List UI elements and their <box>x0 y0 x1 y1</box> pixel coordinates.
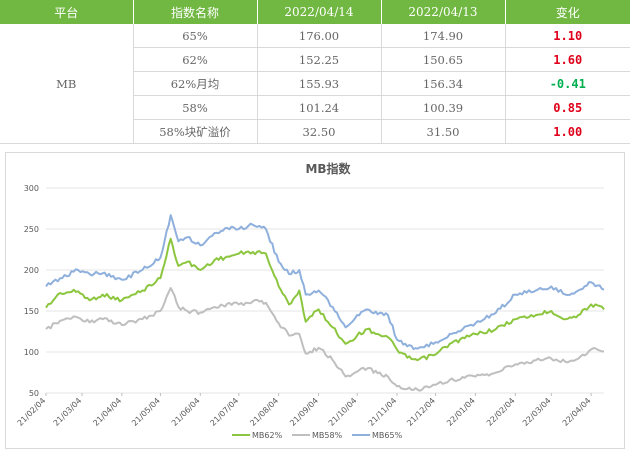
value-date1-cell: 152.25 <box>256 47 382 72</box>
table-row: 62% 152.25 150.65 1.60 <box>0 47 630 72</box>
series-lines <box>45 214 605 392</box>
header-index-name: 指数名称 <box>133 0 258 24</box>
index-name-cell: 62% <box>132 47 258 72</box>
x-tick-label: 22/02/04 <box>485 396 517 428</box>
y-tick-label: 50 <box>29 389 39 398</box>
index-name-cell: 65% <box>132 24 258 48</box>
series-line-mb58pct <box>45 287 605 392</box>
x-tick-label: 22/03/04 <box>521 396 553 428</box>
x-tick-label: 21/03/04 <box>52 396 84 428</box>
index-name-cell: 58% <box>132 95 258 120</box>
value-date2-cell: 31.50 <box>380 119 506 144</box>
x-tick-label: 22/01/04 <box>445 396 477 428</box>
change-cell: 1.00 <box>504 119 630 144</box>
value-date1-cell: 101.24 <box>256 95 382 120</box>
x-tick-label: 21/04/04 <box>91 396 123 428</box>
value-date2-cell: 174.90 <box>380 24 506 48</box>
table-row: 58%块矿溢价 32.50 31.50 1.00 <box>0 119 630 144</box>
value-date2-cell: 150.65 <box>380 47 506 72</box>
price-table: 平台 指数名称 2022/04/14 2022/04/13 变化 MB 65% … <box>0 0 630 144</box>
chart-panel: MB指数 50 100 150 200 250 300 21/02/04 21/03/04 2… <box>5 152 625 449</box>
x-tick-label: 21/06/04 <box>170 396 202 428</box>
chart-title: MB指数 <box>305 161 351 176</box>
legend-label: MB65% <box>372 431 403 440</box>
table-row: 62%月均 155.93 156.34 -0.41 <box>0 71 630 96</box>
y-tick-label: 250 <box>24 225 39 234</box>
value-date1-cell: 32.50 <box>256 119 382 144</box>
x-tick-label: 21/07/04 <box>208 396 240 428</box>
x-tick-label: 22/04/04 <box>561 396 593 428</box>
change-cell: -0.41 <box>504 71 630 96</box>
y-tick-label: 150 <box>24 307 39 316</box>
x-tick-label: 21/05/04 <box>130 396 162 428</box>
value-date2-cell: 156.34 <box>380 71 506 96</box>
index-name-cell: 58%块矿溢价 <box>132 119 258 144</box>
y-tick-label: 100 <box>24 348 39 357</box>
header-date-2: 2022/04/13 <box>381 0 506 24</box>
table-header-row: 平台 指数名称 2022/04/14 2022/04/13 变化 <box>0 0 630 24</box>
value-date1-cell: 176.00 <box>256 24 382 48</box>
legend-label: MB62% <box>252 431 283 440</box>
series-line-mb65pct <box>45 214 605 351</box>
change-cell: 1.10 <box>504 24 630 48</box>
x-tick-label: 21/11/04 <box>367 396 399 428</box>
value-date2-cell: 100.39 <box>380 95 506 120</box>
series-line-mb62pct <box>45 237 605 362</box>
chart-legend: MB62% MB58% MB65% <box>232 431 403 440</box>
platform-cell: MB <box>0 24 134 144</box>
change-cell: 0.85 <box>504 95 630 120</box>
legend-label: MB58% <box>312 431 343 440</box>
x-tick-label: 21/09/04 <box>288 396 320 428</box>
value-date1-cell: 155.93 <box>256 71 382 96</box>
header-change: 变化 <box>505 0 630 24</box>
y-tick-label: 200 <box>24 266 39 275</box>
table-row: 58% 101.24 100.39 0.85 <box>0 95 630 120</box>
table-row: MB 65% 176.00 174.90 1.10 <box>0 24 630 144</box>
x-tick-label: 21/12/04 <box>405 396 437 428</box>
x-tick-label: 21/08/04 <box>248 396 280 428</box>
x-axis: 21/02/04 21/03/04 21/04/04 21/05/04 21/06/04… <box>16 393 593 428</box>
x-tick-label: 21/02/04 <box>16 396 48 428</box>
change-cell: 1.60 <box>504 47 630 72</box>
x-tick-label: 21/10/04 <box>327 396 359 428</box>
header-platform: 平台 <box>0 0 134 24</box>
y-axis: 50 100 150 200 250 300 <box>24 184 39 398</box>
index-name-cell: 62%月均 <box>132 71 258 96</box>
y-tick-label: 300 <box>24 184 39 193</box>
header-date-1: 2022/04/14 <box>257 0 382 24</box>
